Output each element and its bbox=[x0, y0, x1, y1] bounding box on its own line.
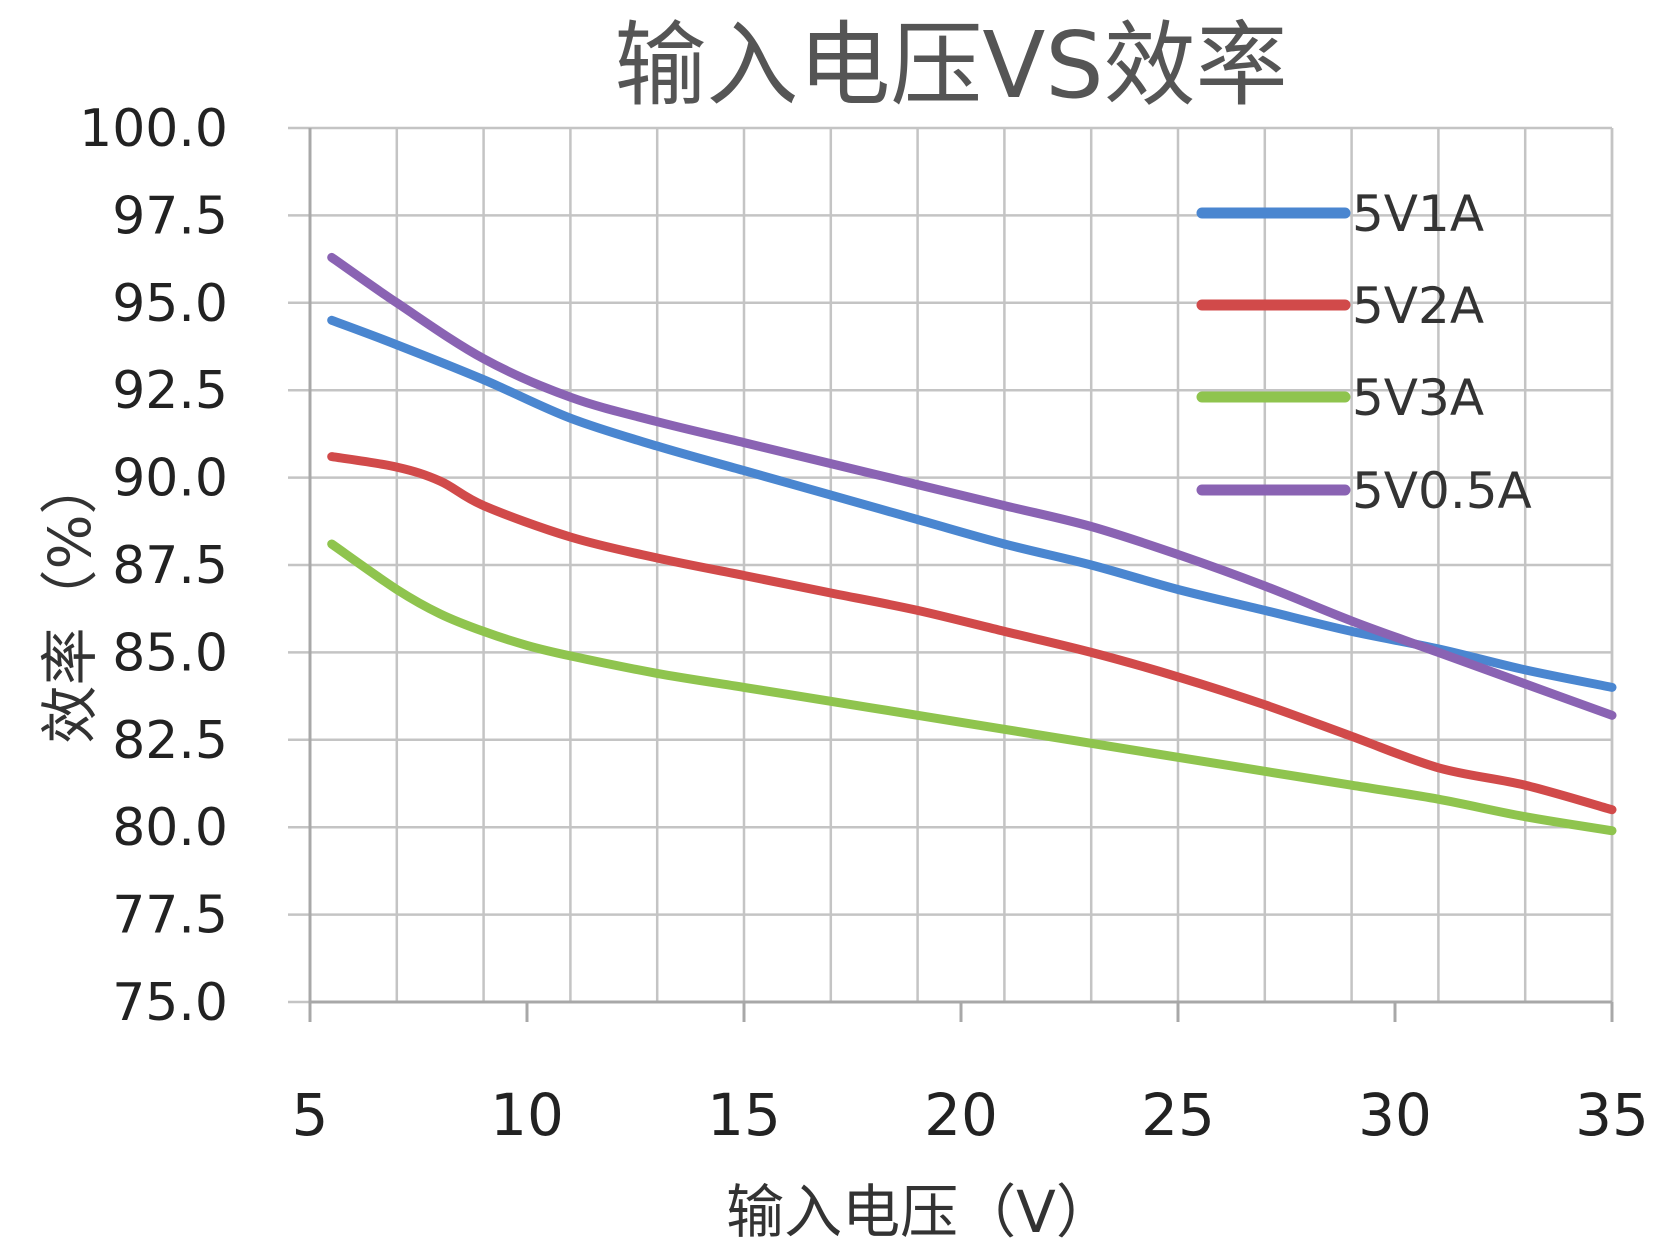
legend-label: 5V2A bbox=[1352, 277, 1484, 335]
y-tick-label: 92.5 bbox=[112, 361, 228, 421]
y-tick-label: 100.0 bbox=[79, 99, 228, 159]
y-tick-label: 97.5 bbox=[112, 186, 228, 246]
y-axis-label: 效率（%） bbox=[36, 456, 104, 743]
x-tick-label: 5 bbox=[292, 1081, 329, 1149]
legend: 5V1A 5V2A 5V3A 5V0.5A bbox=[1196, 185, 1532, 520]
x-tick-label: 20 bbox=[924, 1081, 998, 1149]
series-line-5v0_5a bbox=[327, 252, 1617, 720]
x-tick-label: 10 bbox=[490, 1081, 564, 1149]
x-tick-label: 30 bbox=[1358, 1081, 1432, 1149]
y-tick-label: 87.5 bbox=[112, 536, 228, 596]
legend-label: 5V0.5A bbox=[1352, 462, 1532, 520]
x-axis-label: 输入电压（V） bbox=[726, 1178, 1114, 1246]
series-line-5v2a bbox=[327, 452, 1617, 815]
series-lines bbox=[327, 252, 1617, 836]
y-tick-label: 77.5 bbox=[112, 886, 228, 946]
y-tick-label: 80.0 bbox=[112, 798, 228, 858]
x-tick-label: 35 bbox=[1575, 1081, 1649, 1149]
series-line-5v3a bbox=[327, 539, 1617, 836]
legend-label: 5V3A bbox=[1352, 369, 1484, 427]
y-tick-label: 90.0 bbox=[112, 449, 228, 509]
y-tick-label: 75.0 bbox=[112, 973, 228, 1033]
y-tick-label: 95.0 bbox=[112, 274, 228, 334]
x-tick-label: 15 bbox=[707, 1081, 781, 1149]
legend-label: 5V1A bbox=[1352, 185, 1484, 243]
x-tick-label: 25 bbox=[1141, 1081, 1215, 1149]
chart-title: 输入电压VS效率 bbox=[614, 12, 1287, 119]
grid bbox=[288, 126, 1614, 1004]
axes: 75.0 77.5 80.0 82.5 85.0 87.5 90.0 92.5 95.0 97.5… bbox=[79, 99, 1649, 1149]
y-tick-label: 85.0 bbox=[112, 623, 228, 683]
y-tick-label: 82.5 bbox=[112, 711, 228, 771]
